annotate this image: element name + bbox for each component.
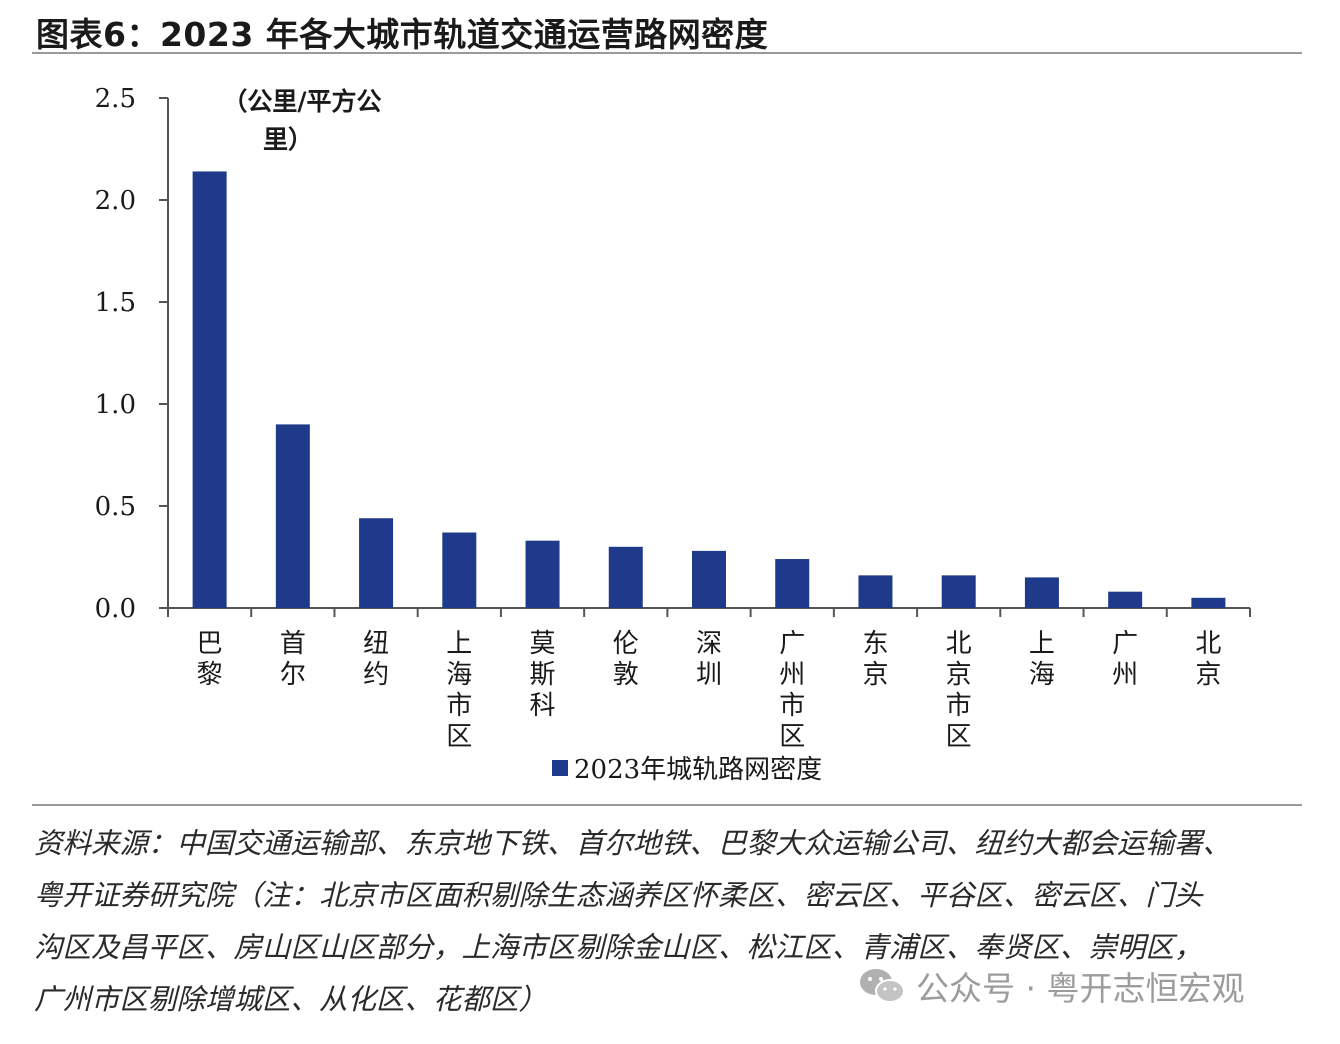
source-divider [32, 804, 1302, 806]
x-tick-label: 首尔 [280, 629, 306, 690]
bar-7 [692, 550, 726, 608]
bar-10 [941, 575, 976, 608]
x-tick-label: 上海 [1029, 629, 1055, 690]
bar-13 [1191, 597, 1226, 608]
y-tick-label: 1.5 [95, 288, 136, 318]
title-divider [32, 52, 1302, 54]
x-tick-label: 北京市区 [946, 629, 972, 752]
source-line: 粤开证券研究院（注：北京市区面积剔除生态涵养区怀柔区、密云区、平谷区、密云区、门… [34, 879, 1203, 912]
y-tick-label: 0.0 [95, 594, 136, 624]
y-tick-label: 2.0 [95, 186, 136, 216]
y-tick-label: 1.0 [95, 390, 136, 420]
page-title: 图表6：2023 年各大城市轨道交通运营路网密度 [36, 15, 769, 54]
bar-8 [775, 559, 810, 608]
x-tick-label: 巴黎 [197, 629, 223, 690]
bar-12 [1108, 591, 1143, 608]
x-tick-label: 北京 [1195, 629, 1221, 690]
x-tick-label: 伦敦 [613, 629, 639, 690]
source-line: 广州市区剔除增城区、从化区、花都区） [34, 983, 548, 1016]
source-line: 资料来源：中国交通运输部、东京地下铁、首尔地铁、巴黎大众运输公司、纽约大都会运输… [34, 827, 1232, 860]
wechat-icon [860, 969, 905, 1003]
x-tick-label: 深圳 [696, 629, 722, 690]
x-tick-label: 东京 [862, 629, 888, 690]
bar-5 [525, 540, 560, 608]
watermark: 公众号 · 粤开志恒宏观 [852, 962, 1251, 1010]
x-tick-label: 广州 [1112, 629, 1138, 690]
source-note: 资料来源：中国交通运输部、东京地下铁、首尔地铁、巴黎大众运输公司、纽约大都会运输… [34, 818, 1306, 1026]
x-tick-label: 纽约 [363, 629, 389, 690]
bar-4 [442, 532, 477, 608]
x-tick-label: 广州市区 [779, 629, 805, 752]
x-tick-label: 莫斯科 [530, 629, 556, 721]
bar-6 [608, 546, 643, 608]
x-tick-label: 上海市区 [446, 629, 472, 752]
bar-2 [275, 424, 310, 608]
y-tick-label: 0.5 [95, 492, 136, 522]
bar-1 [192, 171, 227, 608]
bar-3 [359, 518, 394, 608]
source-line: 沟区及昌平区、房山区山区部分，上海市区剔除金山区、松江区、青浦区、奉贤区、崇明区… [34, 931, 1203, 964]
legend-swatch [552, 760, 568, 776]
y-axis-unit-label-line1: （公里/平方公 [222, 87, 381, 116]
bar-9 [858, 575, 893, 608]
watermark-text: 公众号 · 粤开志恒宏观 [916, 969, 1245, 1008]
y-tick-label: 2.5 [95, 84, 136, 114]
bar-11 [1024, 577, 1059, 608]
legend-label: 2023年城轨路网密度 [574, 755, 822, 785]
y-axis-unit-label-line2: 里） [263, 125, 313, 154]
